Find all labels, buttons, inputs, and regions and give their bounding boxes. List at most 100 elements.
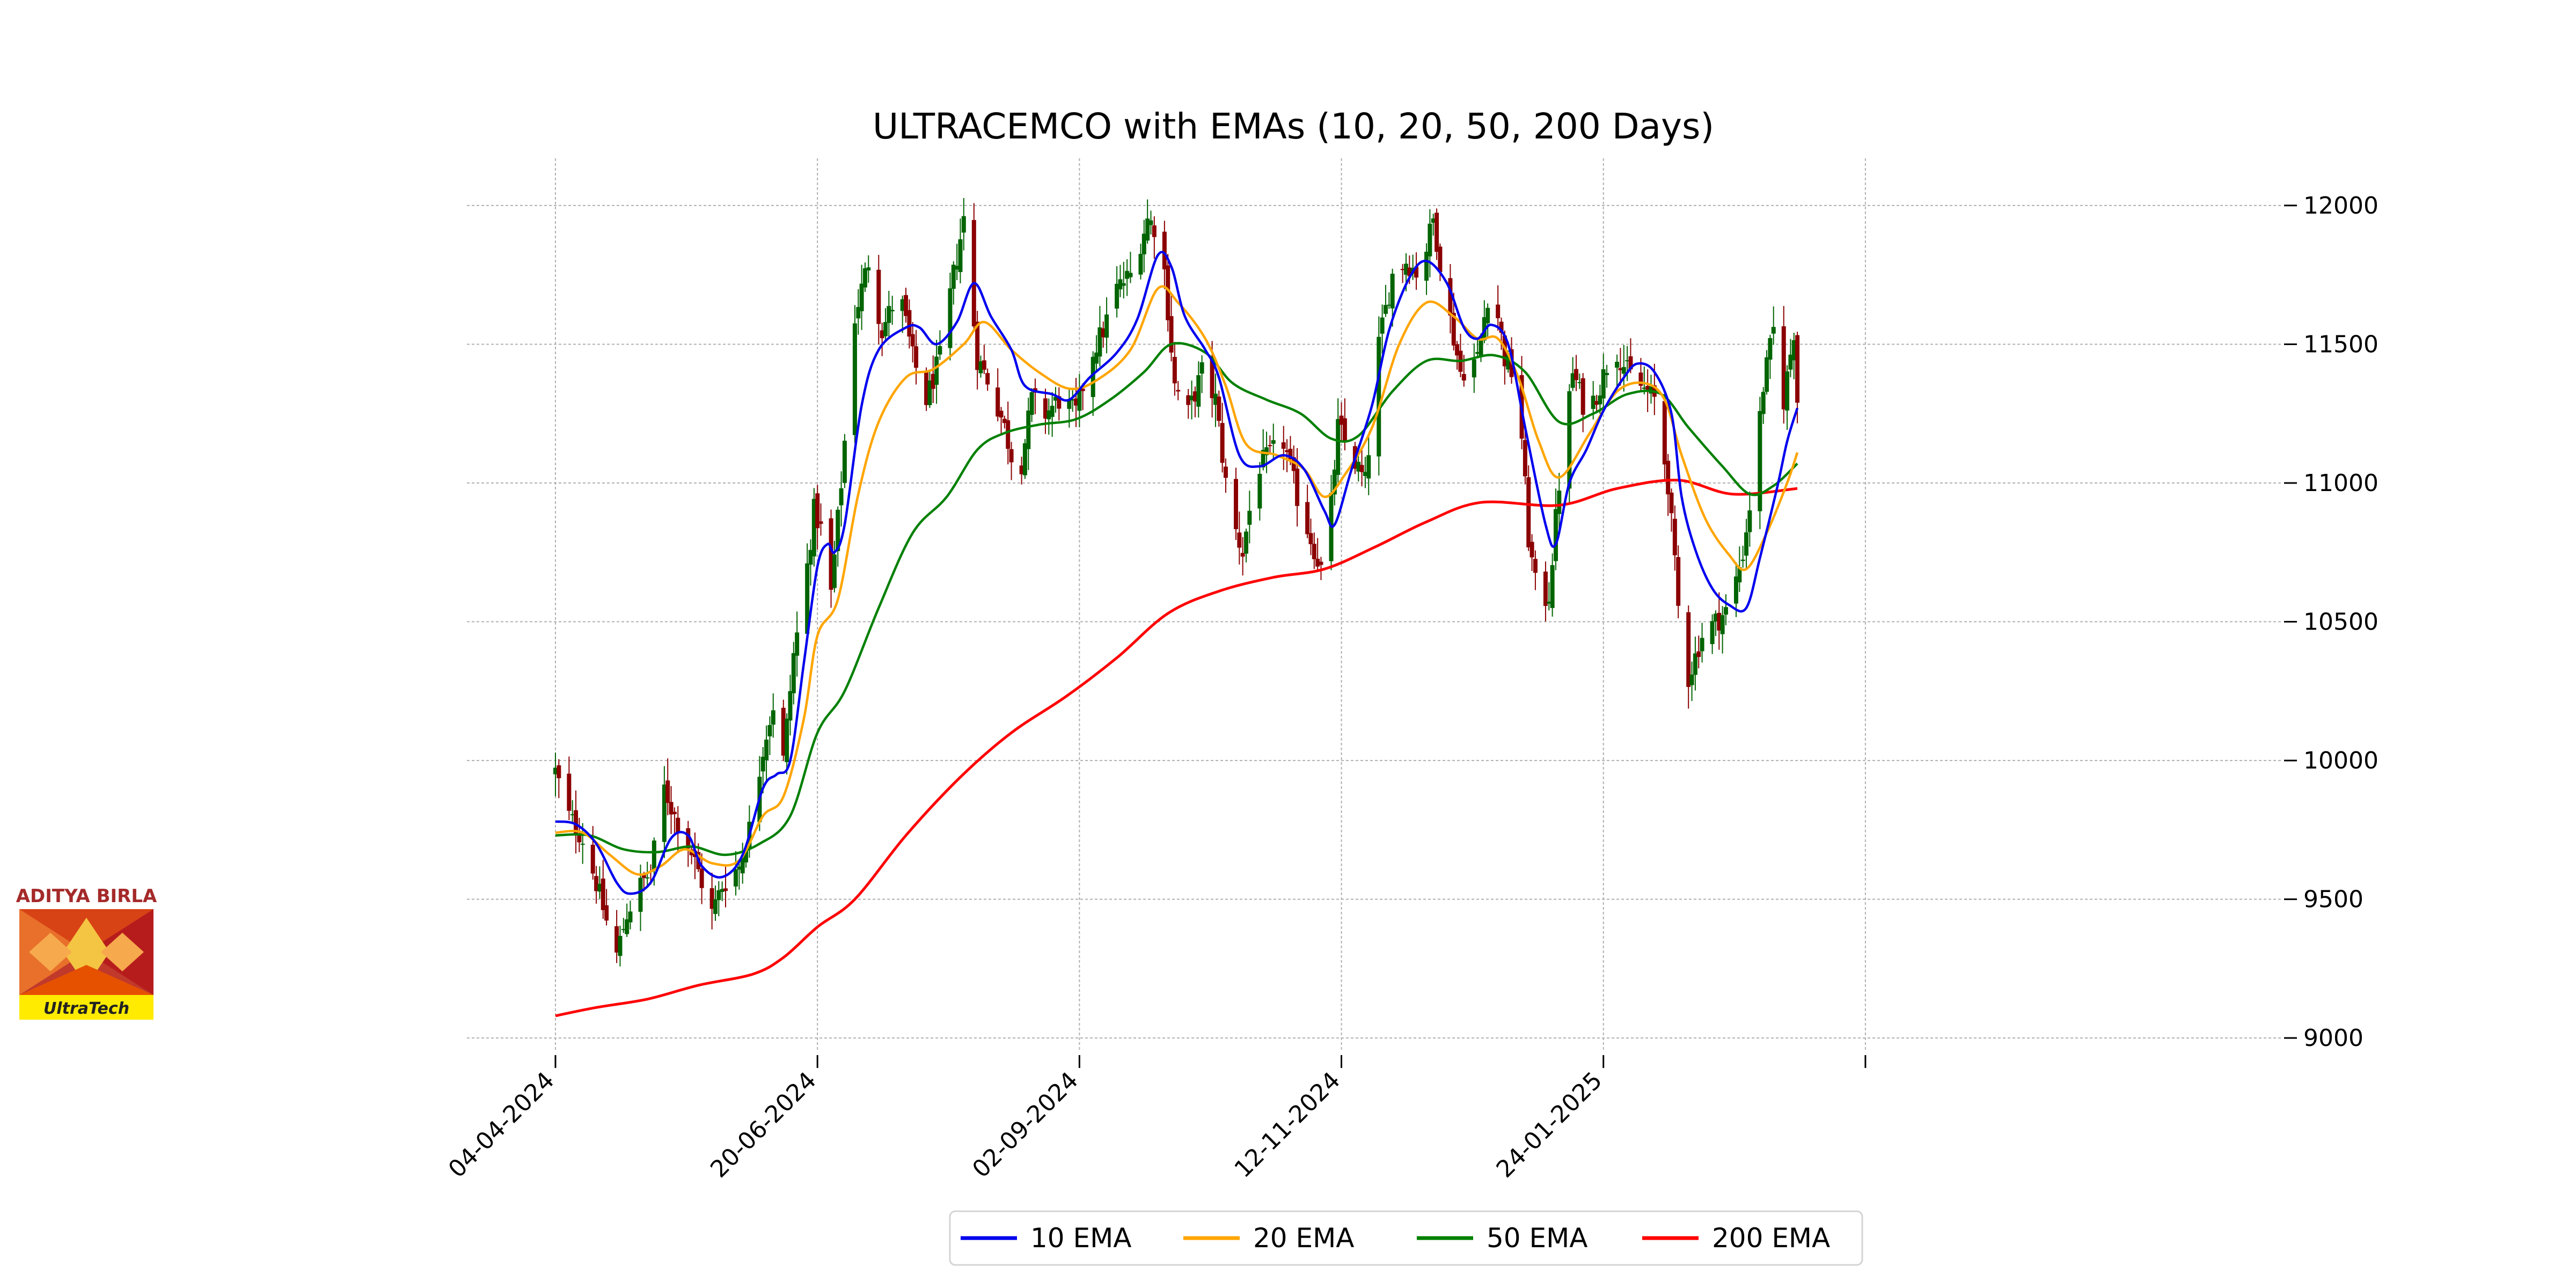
candle-body — [1448, 278, 1453, 316]
legend-label-ema10: 10 EMA — [1030, 1223, 1131, 1254]
candle-body — [924, 371, 929, 405]
candle-body — [699, 868, 704, 888]
logo-top-text: ADITYA BIRLA — [16, 885, 157, 907]
candle-body — [985, 373, 990, 385]
candle-body — [1472, 359, 1476, 378]
candle-body — [1377, 336, 1381, 457]
candle-body — [1781, 326, 1786, 409]
candle-body — [645, 877, 650, 879]
candle-body — [1257, 473, 1262, 509]
candle-body — [628, 911, 633, 923]
candle-body — [1285, 450, 1290, 452]
candle-body — [1312, 544, 1316, 559]
logo-bottom-text: UltraTech — [43, 999, 129, 1018]
candle-body — [1261, 450, 1265, 467]
candle-body — [1363, 472, 1367, 476]
candle-body — [961, 216, 966, 233]
legend-label-ema20: 20 EMA — [1253, 1223, 1354, 1254]
grid — [467, 158, 2281, 1052]
candle-body — [1717, 612, 1722, 631]
candle-body — [795, 632, 800, 656]
candle-body — [1547, 602, 1552, 604]
candle-body — [1414, 266, 1419, 278]
candle-body — [1264, 447, 1269, 456]
candle-body — [1662, 401, 1667, 465]
candle-body — [1791, 340, 1796, 361]
candle-body — [856, 307, 861, 319]
candle-body — [836, 509, 840, 551]
candle-body — [1101, 328, 1106, 338]
candles — [553, 198, 1800, 967]
series-line-ema50 — [555, 342, 1798, 857]
candle-body — [1121, 283, 1126, 286]
candle-body — [1189, 396, 1194, 400]
ema-lines — [555, 251, 1799, 1018]
candle-body — [771, 710, 775, 725]
candle-body — [1319, 561, 1323, 565]
candle-body — [887, 306, 891, 323]
candle-body — [614, 926, 619, 953]
candle-body — [1451, 312, 1456, 346]
x-tick-label: 20-06-2024 — [705, 1067, 822, 1183]
candle-body — [811, 499, 816, 557]
legend: 10 EMA 20 EMA 50 EMA 200 EMA — [949, 1210, 1863, 1266]
candle-body — [1642, 387, 1646, 389]
candle-body — [1506, 354, 1511, 370]
candle-body — [1213, 393, 1218, 405]
candle-body — [1523, 440, 1527, 477]
candle-body — [1339, 415, 1344, 425]
candle-body — [1356, 462, 1361, 472]
candle-body — [931, 374, 935, 389]
candle-body — [1271, 440, 1276, 444]
candle-body — [948, 288, 953, 348]
candle-body — [1074, 398, 1079, 406]
candle-body — [1240, 553, 1245, 557]
candle-body — [1689, 674, 1694, 685]
candle-body — [1557, 491, 1562, 514]
candle-body — [1145, 218, 1150, 241]
candle-body — [1050, 406, 1055, 417]
candle-body — [1669, 492, 1674, 514]
series-line-ema20 — [555, 285, 1799, 876]
candle-body — [788, 691, 793, 721]
candle-body — [1526, 477, 1531, 547]
candle-body — [866, 267, 871, 270]
candle-body — [955, 266, 960, 270]
candle-body — [1475, 352, 1480, 354]
candle-body — [1672, 518, 1677, 555]
candle-body — [1094, 352, 1099, 364]
candle-body — [638, 877, 643, 912]
candle-body — [621, 929, 626, 931]
candle-body — [1435, 213, 1439, 252]
candle-body — [574, 810, 579, 835]
candle-body — [1383, 305, 1388, 314]
candle-body — [1199, 362, 1204, 374]
candle-body — [1594, 401, 1599, 405]
candle-body — [910, 334, 915, 347]
candle-body — [720, 889, 724, 892]
candle-body — [740, 857, 745, 874]
candle-body — [672, 811, 677, 815]
candle-body — [880, 330, 884, 339]
candle-body — [1244, 531, 1249, 554]
candle-body — [1359, 465, 1364, 472]
candle-body — [625, 919, 630, 934]
candle-body — [553, 767, 558, 774]
candle-body — [1141, 233, 1146, 254]
candle-body — [1747, 510, 1752, 532]
x-axis: 04-04-2024 20-06-2024 02-09-2024 12-11-2024… — [443, 1055, 1867, 1183]
candle-body — [1550, 565, 1555, 608]
candle-body — [604, 905, 609, 921]
candle-body — [842, 441, 847, 483]
candle-body — [1455, 344, 1460, 356]
candle-body — [1628, 356, 1633, 370]
candle-body — [1601, 369, 1606, 399]
candle-body — [1761, 392, 1766, 414]
candle-body — [557, 765, 561, 779]
candle-body — [938, 346, 942, 355]
candle-body — [1758, 411, 1762, 511]
candle-body — [1053, 397, 1058, 401]
candle-body — [641, 875, 646, 878]
candle-body — [1247, 510, 1252, 525]
